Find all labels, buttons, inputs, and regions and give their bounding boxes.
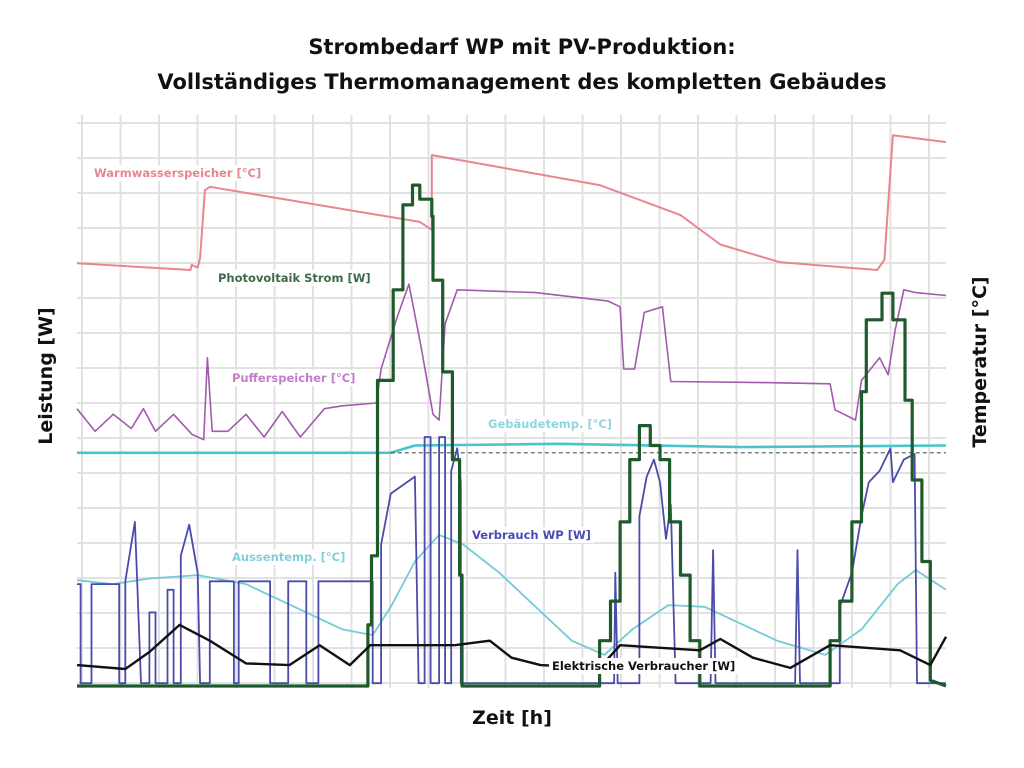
chart-title-line-2: Vollständiges Thermomanagement des kompl… <box>157 70 886 94</box>
chart-title-line-1: Strombedarf WP mit PV-Produktion: <box>308 35 735 59</box>
x-axis-label: Zeit [h] <box>472 707 552 729</box>
series-line-1 <box>76 283 947 441</box>
series-label-5: Verbrauch WP [W] <box>472 528 591 542</box>
series-label-bg <box>549 658 739 674</box>
series-label-0: Warmwasserspeicher [°C] <box>94 166 261 180</box>
series-label-7: Elektrische Verbraucher [W] <box>552 659 735 673</box>
y-axis-left-label: Leistung [W] <box>35 307 57 445</box>
series-labels: Warmwasserspeicher [°C] Pufferspeicher [°… <box>91 165 739 674</box>
y-axis-right-label: Temperatur [°C] <box>969 276 991 447</box>
series-line-7 <box>76 623 948 671</box>
series-line-2 <box>77 442 947 455</box>
series-line-0 <box>76 134 947 271</box>
series-label-bg <box>91 165 265 181</box>
series-label-4: Aussentemp. [°C] <box>232 550 345 564</box>
series-lines <box>76 134 948 688</box>
series-label-bg <box>485 416 616 432</box>
series-label-bg <box>229 370 359 386</box>
series-label-6: Photovoltaik Strom [W] <box>218 271 371 285</box>
grid <box>77 115 946 688</box>
series-line-6 <box>77 183 947 688</box>
series-label-1: Pufferspeicher [°C] <box>232 371 355 385</box>
series-label-2: Gebäudetemp. [°C] <box>488 417 612 431</box>
series-label-bg <box>215 270 374 286</box>
series-label-bg <box>229 549 349 565</box>
series-line-4 <box>76 534 947 656</box>
series-label-bg <box>469 527 594 543</box>
